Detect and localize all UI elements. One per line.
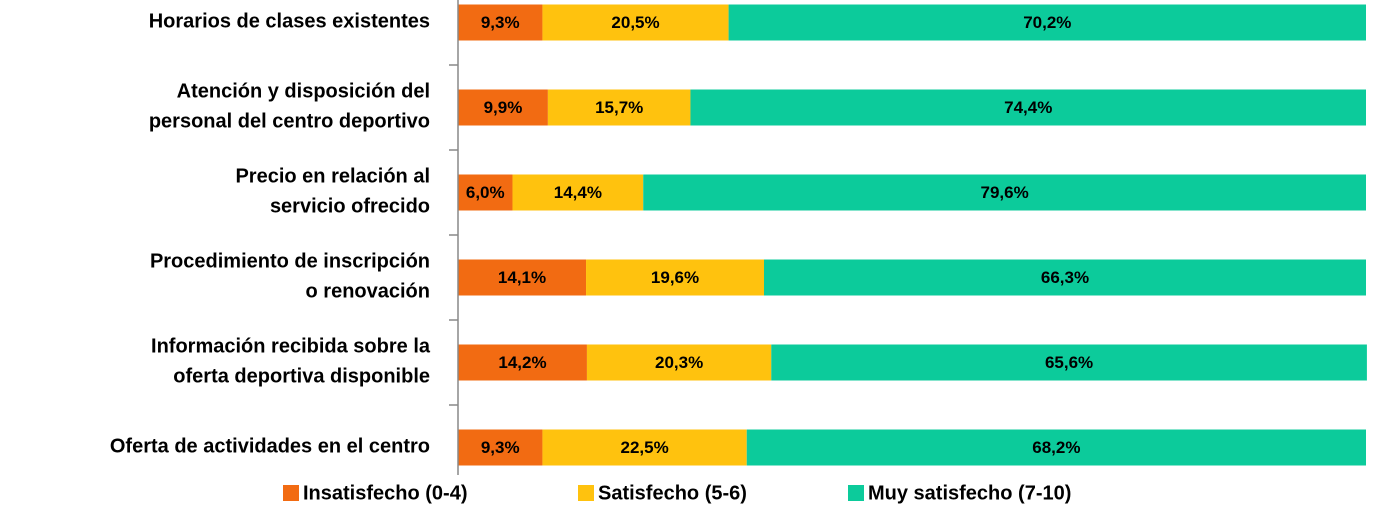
- bar-segment: [586, 344, 772, 381]
- category-label: Horarios de clases existentes: [149, 11, 430, 33]
- category-line: Oferta de actividades en el centro: [110, 436, 430, 458]
- legend-swatch: [848, 485, 864, 501]
- bar-segment: [512, 174, 644, 211]
- bar-segment: [746, 429, 1366, 466]
- bar-segment: [728, 4, 1366, 41]
- value-label: 68,2%: [1032, 438, 1080, 457]
- value-label: 14,4%: [554, 183, 602, 202]
- bar-segment: [542, 4, 729, 41]
- value-label: 19,6%: [651, 268, 699, 287]
- value-label: 65,6%: [1045, 353, 1093, 372]
- value-label: 20,5%: [611, 13, 659, 32]
- bar-segment: [763, 259, 1366, 296]
- value-label: 15,7%: [595, 98, 643, 117]
- category-line: personal del centro deportivo: [149, 111, 430, 133]
- value-label: 6,0%: [466, 183, 505, 202]
- bar-segment: [542, 429, 747, 466]
- category-line: Información recibida sobre la: [151, 336, 431, 358]
- legend-swatch: [283, 485, 299, 501]
- category-line: Precio en relación al: [235, 166, 430, 188]
- value-label: 9,3%: [481, 13, 520, 32]
- value-label: 70,2%: [1023, 13, 1071, 32]
- bar-segment: [547, 89, 691, 126]
- value-label: 9,9%: [484, 98, 523, 117]
- bar-segment: [643, 174, 1366, 211]
- value-label: 66,3%: [1041, 268, 1089, 287]
- bar-segment: [690, 89, 1366, 126]
- category-line: oferta deportiva disponible: [173, 366, 430, 388]
- legend-label: Satisfecho (5-6): [598, 482, 747, 504]
- value-label: 9,3%: [481, 438, 520, 457]
- value-label: 74,4%: [1004, 98, 1052, 117]
- category-label: Precio en relación al servicio ofrecido: [235, 166, 430, 218]
- value-label: 79,6%: [981, 183, 1029, 202]
- category-line: Procedimiento de inscripción: [150, 251, 430, 273]
- category-label: Oferta de actividades en el centro: [110, 436, 430, 458]
- bar-segment: [458, 259, 587, 296]
- value-label: 14,2%: [498, 353, 546, 372]
- legend-label: Muy satisfecho (7-10): [868, 482, 1071, 504]
- category-label: Procedimiento de inscripción o renovación: [150, 251, 430, 303]
- value-label: 20,3%: [655, 353, 703, 372]
- category-label: Información recibida sobre la oferta depo…: [151, 336, 431, 388]
- bar-segment: [771, 344, 1367, 381]
- legend-swatch: [578, 485, 594, 501]
- bar-segment: [586, 259, 764, 296]
- category-label: Atención y disposición del personal del c…: [149, 81, 430, 133]
- value-label: 14,1%: [498, 268, 546, 287]
- bar-segment: [458, 89, 548, 126]
- bar-segment: [458, 344, 587, 381]
- bar-segment: [458, 429, 543, 466]
- category-line: servicio ofrecido: [270, 196, 430, 218]
- bar-segment: [458, 4, 543, 41]
- bar-segment: [458, 174, 513, 211]
- category-line: Horarios de clases existentes: [149, 11, 430, 33]
- category-line: o renovación: [306, 281, 430, 303]
- legend-label: Insatisfecho (0-4): [303, 482, 467, 504]
- category-line: Atención y disposición del: [177, 81, 430, 103]
- value-label: 22,5%: [620, 438, 668, 457]
